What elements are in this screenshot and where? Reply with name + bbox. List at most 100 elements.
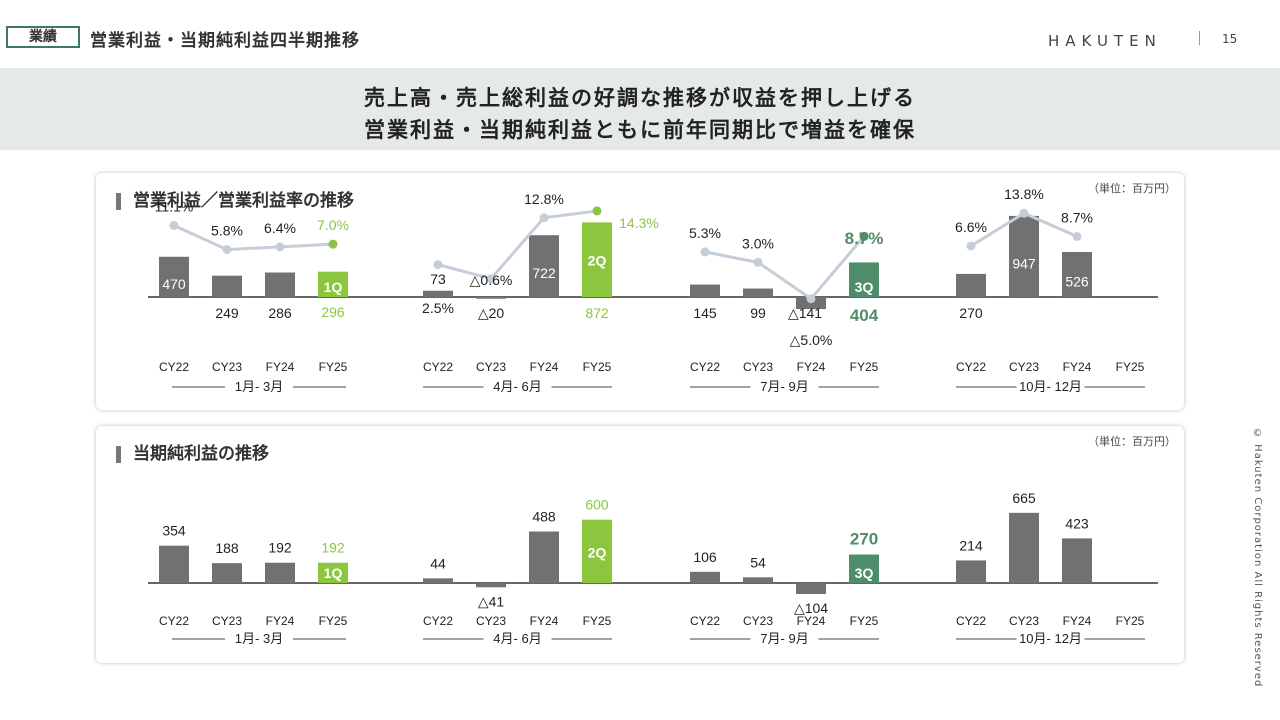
value-label: 188 [215,540,239,556]
category-label: FY25 [1116,360,1145,374]
value-label: 488 [532,509,556,525]
margin-line [173,224,334,252]
highlight-quarter-label: 2Q [588,544,607,560]
value-label: 192 [321,540,345,556]
highlight-quarter-label: 1Q [324,565,343,581]
value-label: 423 [1065,515,1089,531]
operating-profit-title: 営業利益／営業利益率の推移 [116,193,354,210]
margin-point [1019,208,1029,218]
bar-1月- 3月-FY25 [318,271,348,297]
section-tag: 業績 [6,26,80,48]
margin-point [966,241,976,251]
period-label: 7月- 9月 [760,379,808,394]
net-income-title: 当期純利益の推移 [116,446,269,463]
value-label: 286 [268,305,292,321]
margin-line [704,235,866,301]
copyright-notice: © Hakuten Corporation All Rights Reserve… [1252,428,1263,688]
category-label: FY24 [530,614,559,628]
category-label: FY24 [797,614,826,628]
bar-7月- 9月-CY22 [690,571,720,583]
value-label: 106 [693,549,717,565]
headline-line-2: 営業利益・当期純利益ともに前年同期比で増益を確保 [364,118,916,142]
category-label: FY24 [266,360,295,374]
operating-profit-unit: （単位：百万円） [1088,182,1176,195]
bar-1月- 3月-FY25 [318,562,348,583]
margin-point [806,294,816,304]
category-label: CY22 [690,360,720,374]
net-income-unit: （単位：百万円） [1088,435,1176,448]
value-label: △104 [794,600,828,616]
rate-label: 11.1% [155,198,194,214]
headline-banner: 売上高・売上総利益の好調な推移が収益を押し上げる 営業利益・当期純利益ともに前年… [0,68,1280,150]
rate-label: 8.7% [1061,209,1093,225]
value-label: 270 [959,305,983,321]
rate-label: 5.8% [211,223,243,239]
value-label: 470 [162,276,186,292]
rate-label: 12.8% [524,191,564,207]
period-label: 4月- 6月 [493,379,541,394]
margin-line [437,209,598,281]
bar-7月- 9月-FY25 [849,262,879,297]
category-label: FY25 [850,614,879,628]
bar-4月- 6月-FY25 [582,222,612,297]
margin-point [753,257,763,267]
value-label: 947 [1012,255,1036,271]
value-label: 54 [750,554,766,570]
category-label: FY24 [266,614,295,628]
value-label: 354 [162,523,186,539]
margin-point [859,231,869,241]
value-label: 270 [850,530,878,549]
bar-7月- 9月-CY23 [743,577,773,583]
category-label: CY23 [1009,614,1039,628]
value-label: 99 [750,305,766,321]
rate-label: △0.6% [470,272,513,288]
margin-point [328,239,338,249]
bar-4月- 6月-CY23 [476,583,506,588]
category-label: CY22 [423,614,453,628]
bar-10月- 12月-FY24 [1062,251,1092,297]
bar-1月- 3月-CY22 [159,545,189,583]
rate-label: 6.4% [264,220,296,236]
bar-10月- 12月-CY23 [1009,512,1039,583]
period-label: 1月- 3月 [235,631,283,646]
category-label: CY22 [690,614,720,628]
category-label: FY25 [583,360,612,374]
rate-label: 5.3% [689,225,721,241]
bar-7月- 9月-FY24 [796,583,826,594]
value-label: 192 [268,540,292,556]
margin-point [275,242,285,252]
category-label: CY23 [476,360,506,374]
value-label: 296 [321,304,345,320]
highlight-quarter-label: 2Q [588,253,607,269]
bar-10月- 12月-FY24 [1062,538,1092,583]
period-label: 4月- 6月 [493,631,541,646]
rate-label: 7.0% [317,217,349,233]
bar-1月- 3月-CY23 [212,563,242,583]
category-label: FY25 [850,360,879,374]
period-label: 7月- 9月 [760,631,808,646]
rate-label: 14.3% [619,215,659,231]
bar-4月- 6月-FY24 [529,235,559,297]
category-label: FY24 [1063,360,1092,374]
company-logo: HAKUTEN [1048,32,1162,50]
category-label: CY22 [159,614,189,628]
bar-10月- 12月-CY22 [956,273,986,297]
value-label: △20 [478,305,505,321]
value-label: △41 [478,593,505,609]
value-label: 44 [430,555,446,571]
value-label: 722 [532,265,556,281]
bar-10月- 12月-CY22 [956,560,986,583]
value-label: 214 [959,537,983,553]
margin-point [169,220,179,230]
highlight-quarter-label: 3Q [855,279,874,295]
category-label: FY24 [1063,614,1092,628]
net-income-chart: 1Q 354 188 192 192 CY22 CY23 FY24 FY25 1月- 3月 2Q 44… [148,490,1158,646]
bar-4月- 6月-FY25 [582,519,612,583]
value-label: 145 [693,305,717,321]
category-label: FY24 [530,360,559,374]
category-label: CY23 [1009,360,1039,374]
bar-1月- 3月-CY23 [212,275,242,297]
value-label: 526 [1065,273,1089,289]
value-label: 665 [1012,490,1036,506]
margin-point [700,247,710,257]
